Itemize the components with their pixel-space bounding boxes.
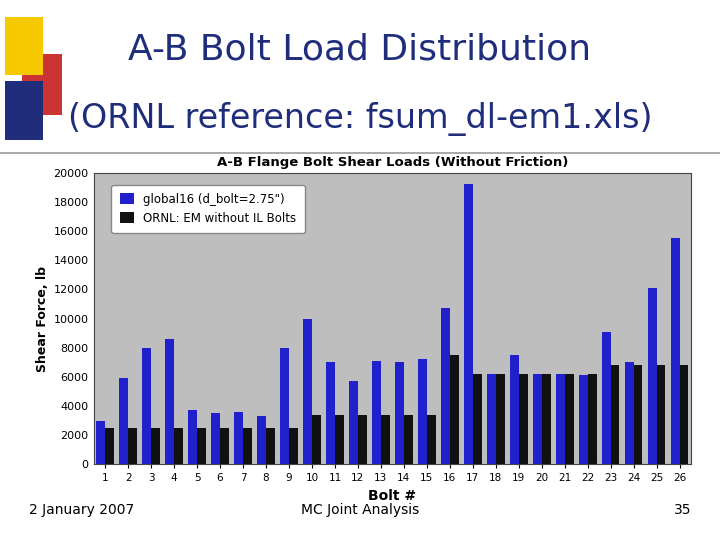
X-axis label: Bolt #: Bolt # [369,489,416,503]
Bar [611,365,619,464]
Bar [257,416,266,464]
Bar [197,428,206,464]
Bar [96,421,105,464]
Bar [450,355,459,464]
Bar [5,17,43,76]
Bar [427,415,436,464]
Bar [381,415,390,464]
Bar [473,374,482,464]
Bar [326,362,335,464]
Bar [648,288,657,464]
Bar [234,412,243,464]
Bar [105,428,114,464]
Bar [541,374,551,464]
Legend: global16 (d_bolt=2.75"), ORNL: EM without IL Bolts: global16 (d_bolt=2.75"), ORNL: EM withou… [112,185,305,233]
Bar [671,238,680,464]
Bar [211,414,220,464]
Bar [602,332,611,464]
Bar [303,319,312,464]
Bar [220,428,229,464]
Bar [464,185,473,464]
Bar [579,375,588,464]
Bar [395,362,404,464]
Title: A-B Flange Bolt Shear Loads (Without Friction): A-B Flange Bolt Shear Loads (Without Fri… [217,156,568,169]
Bar [174,428,183,464]
Bar [533,374,541,464]
Bar [625,362,634,464]
Bar [496,374,505,464]
Bar [372,361,381,464]
Bar [510,355,519,464]
Bar [312,415,320,464]
Bar [151,428,160,464]
Bar [189,410,197,464]
Text: 2 January 2007: 2 January 2007 [29,503,134,517]
Text: A-B Bolt Load Distribution: A-B Bolt Load Distribution [128,32,592,66]
Bar [22,53,63,115]
Bar [441,308,450,464]
Bar [634,365,642,464]
Bar [588,374,596,464]
Bar [680,365,688,464]
Bar [404,415,413,464]
Bar [266,428,275,464]
Text: MC Joint Analysis: MC Joint Analysis [301,503,419,517]
Bar [289,428,297,464]
Y-axis label: Shear Force, lb: Shear Force, lb [37,266,50,372]
Bar [120,379,128,464]
Bar [128,428,137,464]
Bar [243,428,252,464]
Text: (ORNL reference: fsum_dl-em1.xls): (ORNL reference: fsum_dl-em1.xls) [68,102,652,136]
Bar [335,415,343,464]
Bar [280,348,289,464]
Bar [418,360,427,464]
Bar [519,374,528,464]
Bar [349,381,358,464]
Bar [564,374,574,464]
Bar [556,374,564,464]
Text: 35: 35 [674,503,691,517]
Bar [358,415,366,464]
Bar [143,348,151,464]
Bar [166,339,174,464]
Bar [657,365,665,464]
Bar [487,374,496,464]
Bar [5,81,43,139]
